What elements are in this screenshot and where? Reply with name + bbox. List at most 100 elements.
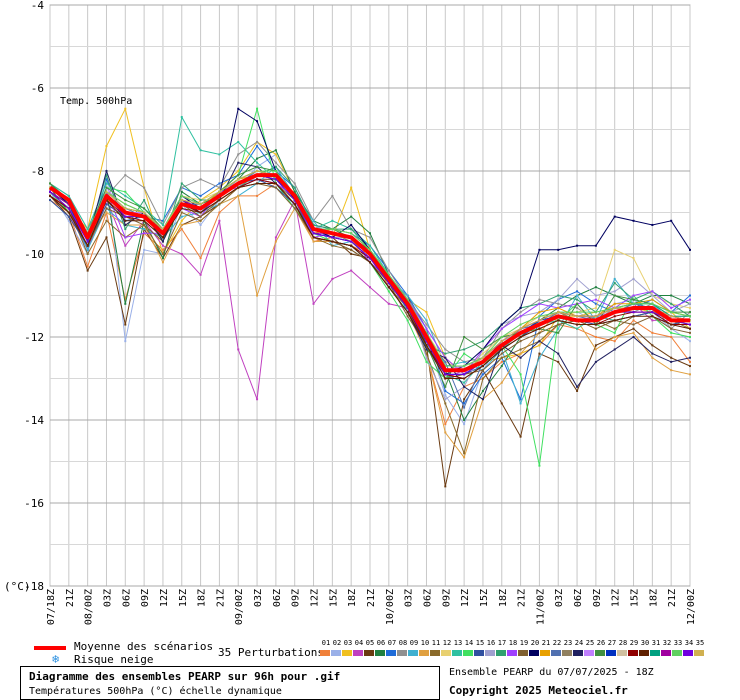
- perturbation-point: [67, 194, 70, 197]
- perturbation-point: [500, 327, 503, 330]
- perturbation-point: [463, 452, 466, 455]
- perturbation-point: [519, 352, 522, 355]
- swatch-number: 24: [574, 639, 584, 647]
- perturbation-point: [557, 294, 560, 297]
- perturbation-point: [444, 356, 447, 359]
- y-tick-label: -8: [31, 165, 44, 178]
- perturbation-point: [500, 356, 503, 359]
- perturbation-point: [481, 377, 484, 380]
- perturbation-point: [632, 315, 635, 318]
- perturbation-point: [406, 306, 409, 309]
- perturbation-point: [256, 182, 259, 185]
- perturbation-point: [387, 282, 390, 285]
- perturbation-point: [557, 298, 560, 301]
- swatch-color: [606, 650, 616, 656]
- perturbation-point: [425, 360, 428, 363]
- perturbation-point: [256, 398, 259, 401]
- perturbation-point: [256, 157, 259, 160]
- perturbation-point: [557, 352, 560, 355]
- perturbation-point: [444, 398, 447, 401]
- mean-line: [48, 173, 690, 373]
- perturbation-point: [350, 240, 353, 243]
- perturbation-point: [557, 360, 560, 363]
- perturbation-point: [425, 331, 428, 334]
- perturbation-point: [670, 311, 673, 314]
- perturbation-point: [594, 348, 597, 351]
- perturbations-label: 35 Perturbations: [218, 646, 324, 659]
- x-tick-label: 06Z: [272, 589, 283, 607]
- perturbation-point: [124, 298, 127, 301]
- perturbation-point: [576, 277, 579, 280]
- perturbation-point: [519, 356, 522, 359]
- perturbation-point: [576, 311, 579, 314]
- perturbation-point: [557, 327, 560, 330]
- x-tick-label: 12Z: [310, 589, 321, 607]
- perturbation-point: [463, 365, 466, 368]
- perturbation-point: [350, 228, 353, 231]
- perturbation-point: [481, 356, 484, 359]
- perturbation-point: [613, 282, 616, 285]
- perturbation-point: [124, 340, 127, 343]
- y-tick-label: -10: [24, 248, 44, 261]
- perturbation-point: [670, 360, 673, 363]
- perturbation-point: [406, 298, 409, 301]
- perturbation-point: [274, 182, 277, 185]
- perturbation-point: [613, 290, 616, 293]
- perturbation-point: [293, 203, 296, 206]
- perturbation-point: [256, 165, 259, 168]
- swatch-color: [342, 650, 352, 656]
- perturbation-point: [557, 306, 560, 309]
- perturbation-point: [670, 294, 673, 297]
- perturbation-point: [49, 182, 51, 185]
- perturbation-point: [500, 348, 503, 351]
- perturbation-point: [256, 178, 259, 181]
- perturbation-point: [632, 319, 635, 322]
- x-tick-label: 06Z: [422, 589, 433, 607]
- perturbation-point: [576, 306, 579, 309]
- perturbation-point: [49, 194, 51, 197]
- perturbation-point: [594, 323, 597, 326]
- perturbation-point: [613, 294, 616, 297]
- perturbation-point: [350, 186, 353, 189]
- perturbation-point: [67, 215, 70, 218]
- perturbation-point: [613, 302, 616, 305]
- perturbation-point: [557, 311, 560, 314]
- perturbation-point: [105, 178, 108, 181]
- swatch-number: 08: [398, 639, 408, 647]
- perturbation-point: [481, 348, 484, 351]
- perturbation-point: [218, 190, 221, 193]
- perturbation-point: [274, 236, 277, 239]
- perturbation-point: [425, 340, 428, 343]
- x-tick-label: 18Z: [498, 589, 509, 607]
- perturbation-point: [689, 248, 691, 251]
- perturbation-point: [180, 228, 183, 231]
- perturbation-point: [199, 257, 202, 260]
- perturbation-point: [237, 186, 240, 189]
- swatch-color: [661, 650, 671, 656]
- perturbation-point: [143, 223, 146, 226]
- swatch-color: [364, 650, 374, 656]
- x-tick-label: 03Z: [253, 589, 264, 607]
- swatch-number: 05: [365, 639, 375, 647]
- perturbation-point: [199, 223, 202, 226]
- perturbation-point: [331, 277, 334, 280]
- perturbation-point: [632, 219, 635, 222]
- perturbation-point: [689, 327, 691, 330]
- perturbation-point: [463, 398, 466, 401]
- perturbation-point: [576, 302, 579, 305]
- swatch-number: 35: [695, 639, 705, 647]
- x-tick-label: 09Z: [592, 589, 603, 607]
- y-tick-label: -16: [24, 497, 44, 510]
- perturbation-point: [406, 311, 409, 314]
- perturbation-point: [369, 236, 371, 239]
- perturbation-point: [161, 244, 164, 247]
- swatch-number: 11: [431, 639, 441, 647]
- perturbation-point: [143, 248, 146, 251]
- perturbation-point: [444, 485, 447, 488]
- perturbation-point: [105, 145, 108, 148]
- perturbation-point: [274, 153, 277, 156]
- perturbation-point: [538, 311, 541, 314]
- x-tick-label: 18Z: [347, 589, 358, 607]
- perturbation-point: [651, 290, 654, 293]
- perturbation-point: [331, 219, 334, 222]
